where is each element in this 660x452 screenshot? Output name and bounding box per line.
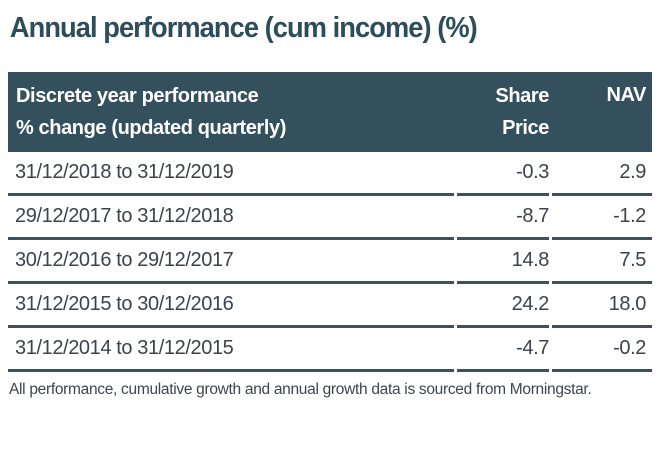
header-period-column: Discrete year performance % change (upda…	[8, 80, 454, 144]
nav-cell: 7.5	[552, 240, 652, 284]
nav-cell: -1.2	[552, 196, 652, 240]
page-title: Annual performance (cum income) (%)	[9, 12, 478, 44]
share-price-cell: -0.3	[457, 152, 549, 196]
share-price-cell: -4.7	[457, 328, 549, 372]
nav-cell: 18.0	[552, 284, 652, 328]
header-nav-column: NAV	[606, 84, 646, 106]
share-price-cell: 14.8	[457, 240, 549, 284]
table-row: 31/12/2014 to 31/12/2015 -4.7 -0.2	[8, 328, 652, 372]
table-header-row: Discrete year performance % change (upda…	[8, 72, 652, 152]
period-cell: 30/12/2016 to 29/12/2017	[8, 240, 454, 284]
period-cell: 29/12/2017 to 31/12/2018	[8, 196, 454, 240]
header-share-price-column: Share Price	[457, 80, 549, 144]
nav-cell: 2.9	[552, 152, 652, 196]
share-price-cell: -8.7	[457, 196, 549, 240]
period-cell: 31/12/2015 to 30/12/2016	[8, 284, 454, 328]
performance-table: Discrete year performance % change (upda…	[8, 72, 652, 372]
table-row: 31/12/2015 to 30/12/2016 24.2 18.0	[8, 284, 652, 328]
table-row: 31/12/2018 to 31/12/2019 -0.3 2.9	[8, 152, 652, 196]
period-cell: 31/12/2014 to 31/12/2015	[8, 328, 454, 372]
factsheet-performance-section: Annual performance (cum income) (%) Disc…	[0, 12, 660, 452]
header-period-line2: % change (updated quarterly)	[16, 117, 286, 139]
nav-cell: -0.2	[552, 328, 652, 372]
table-row: 30/12/2016 to 29/12/2017 14.8 7.5	[8, 240, 652, 284]
header-share-line2: Price	[502, 117, 549, 139]
table-row: 29/12/2017 to 31/12/2018 -8.7 -1.2	[8, 196, 652, 240]
header-period-line1: Discrete year performance	[16, 85, 259, 107]
share-price-cell: 24.2	[457, 284, 549, 328]
source-attribution-note: All performance, cumulative growth and a…	[9, 381, 592, 398]
period-cell: 31/12/2018 to 31/12/2019	[8, 152, 454, 196]
header-share-line1: Share	[495, 85, 549, 107]
